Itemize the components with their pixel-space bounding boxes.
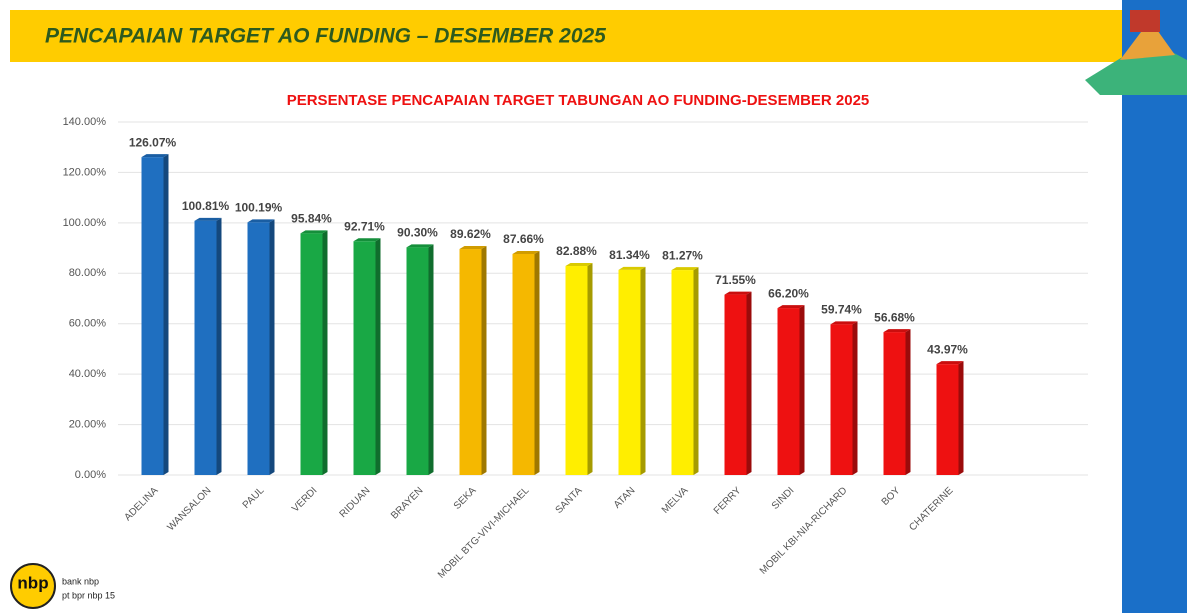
bar — [300, 233, 323, 475]
bar-top — [406, 244, 434, 248]
x-tick-label: MELVA — [660, 485, 691, 516]
y-tick-label: 100.00% — [63, 217, 107, 229]
x-tick-label: FERRY — [712, 485, 744, 517]
bar-top — [194, 217, 222, 221]
bar-side — [428, 244, 434, 475]
x-tick-label: PAUL — [241, 485, 267, 511]
bar-side — [905, 329, 911, 475]
bar-side — [587, 263, 593, 475]
bar-side — [375, 238, 381, 475]
data-label: 100.81% — [182, 199, 230, 213]
data-label: 82.88% — [556, 244, 597, 258]
data-label: 90.30% — [397, 225, 438, 239]
bar-top — [618, 266, 646, 270]
bar-top — [459, 246, 487, 250]
bar-side — [163, 154, 169, 475]
bar-top — [247, 219, 275, 223]
bar — [565, 266, 588, 475]
data-label: 92.71% — [344, 219, 385, 233]
bar-top — [671, 267, 699, 271]
bar-side — [640, 266, 646, 475]
bar — [247, 222, 270, 475]
bar — [883, 332, 906, 475]
y-tick-label: 120.00% — [63, 166, 107, 178]
bar-side — [216, 217, 222, 475]
bar — [618, 269, 641, 475]
logo — [10, 563, 56, 609]
data-label: 87.66% — [503, 232, 544, 246]
x-tick-label: MOBIL KBI-NIA-RICHARD — [758, 485, 850, 577]
bar-top — [300, 230, 328, 234]
side-band — [1122, 0, 1187, 613]
bar — [936, 364, 959, 475]
header-title: PENCAPAIAN TARGET AO FUNDING – DESEMBER … — [45, 25, 606, 48]
x-tick-label: SINDI — [770, 485, 797, 512]
y-tick-label: 20.00% — [69, 418, 107, 430]
y-tick-label: 140.00% — [63, 116, 107, 128]
bar-side — [746, 291, 752, 475]
bar-top — [353, 238, 381, 242]
bar — [830, 324, 853, 475]
bar-side — [958, 361, 964, 475]
logo-text: nbp — [17, 573, 48, 592]
x-tick-label: SEKA — [452, 485, 479, 512]
y-tick-label: 40.00% — [69, 368, 107, 380]
bar — [671, 270, 694, 475]
x-tick-label: MOBIL BTG-VIVI-MICHAEL — [436, 485, 532, 581]
data-label: 81.34% — [609, 248, 650, 262]
x-tick-label: VERDI — [290, 485, 319, 514]
y-tick-label: 80.00% — [69, 267, 107, 279]
footer-line: bank nbp — [62, 576, 99, 586]
bar — [406, 247, 429, 475]
footer-line: pt bpr nbp 15 — [62, 590, 115, 600]
bar — [512, 253, 535, 475]
bar — [353, 241, 376, 475]
chart-title: PERSENTASE PENCAPAIAN TARGET TABUNGAN AO… — [287, 92, 870, 109]
bar-side — [799, 305, 805, 475]
x-tick-label: RIDUAN — [338, 485, 373, 520]
bar-side — [481, 246, 487, 475]
data-label: 95.84% — [291, 212, 332, 226]
decoration — [1085, 10, 1187, 95]
data-label: 100.19% — [235, 201, 283, 215]
bar-side — [269, 219, 275, 475]
bar-side — [852, 321, 858, 475]
bar-top — [830, 321, 858, 325]
data-label: 71.55% — [715, 273, 756, 287]
data-label: 56.68% — [874, 310, 915, 324]
bar-top — [883, 329, 911, 333]
bar — [459, 249, 482, 475]
bar-top — [565, 263, 593, 267]
bar — [724, 294, 747, 475]
data-label: 43.97% — [927, 342, 968, 356]
bar-top — [724, 291, 752, 295]
x-tick-label: WANSALON — [165, 485, 213, 533]
y-tick-label: 0.00% — [75, 469, 106, 481]
bar-top — [512, 250, 540, 254]
x-tick-label: ADELINA — [122, 485, 160, 523]
bar — [194, 220, 217, 475]
x-tick-label: ATAN — [612, 485, 638, 511]
bar — [777, 308, 800, 475]
data-label: 89.62% — [450, 227, 491, 241]
bar-top — [936, 361, 964, 365]
bar-side — [322, 230, 328, 475]
bar-top — [777, 305, 805, 309]
data-label: 59.74% — [821, 303, 862, 317]
bar-top — [141, 154, 169, 158]
data-label: 66.20% — [768, 286, 809, 300]
bar-side — [534, 250, 540, 475]
x-tick-label: BRAYEN — [389, 485, 425, 521]
header-band — [10, 10, 1122, 62]
data-label: 126.07% — [129, 135, 177, 149]
bar — [141, 157, 164, 475]
y-tick-label: 60.00% — [69, 318, 107, 330]
x-tick-label: SANTA — [554, 485, 585, 516]
bar-side — [693, 267, 699, 475]
x-tick-label: CHATERINE — [907, 485, 955, 533]
data-label: 81.27% — [662, 248, 703, 262]
x-tick-label: BOY — [880, 485, 903, 508]
